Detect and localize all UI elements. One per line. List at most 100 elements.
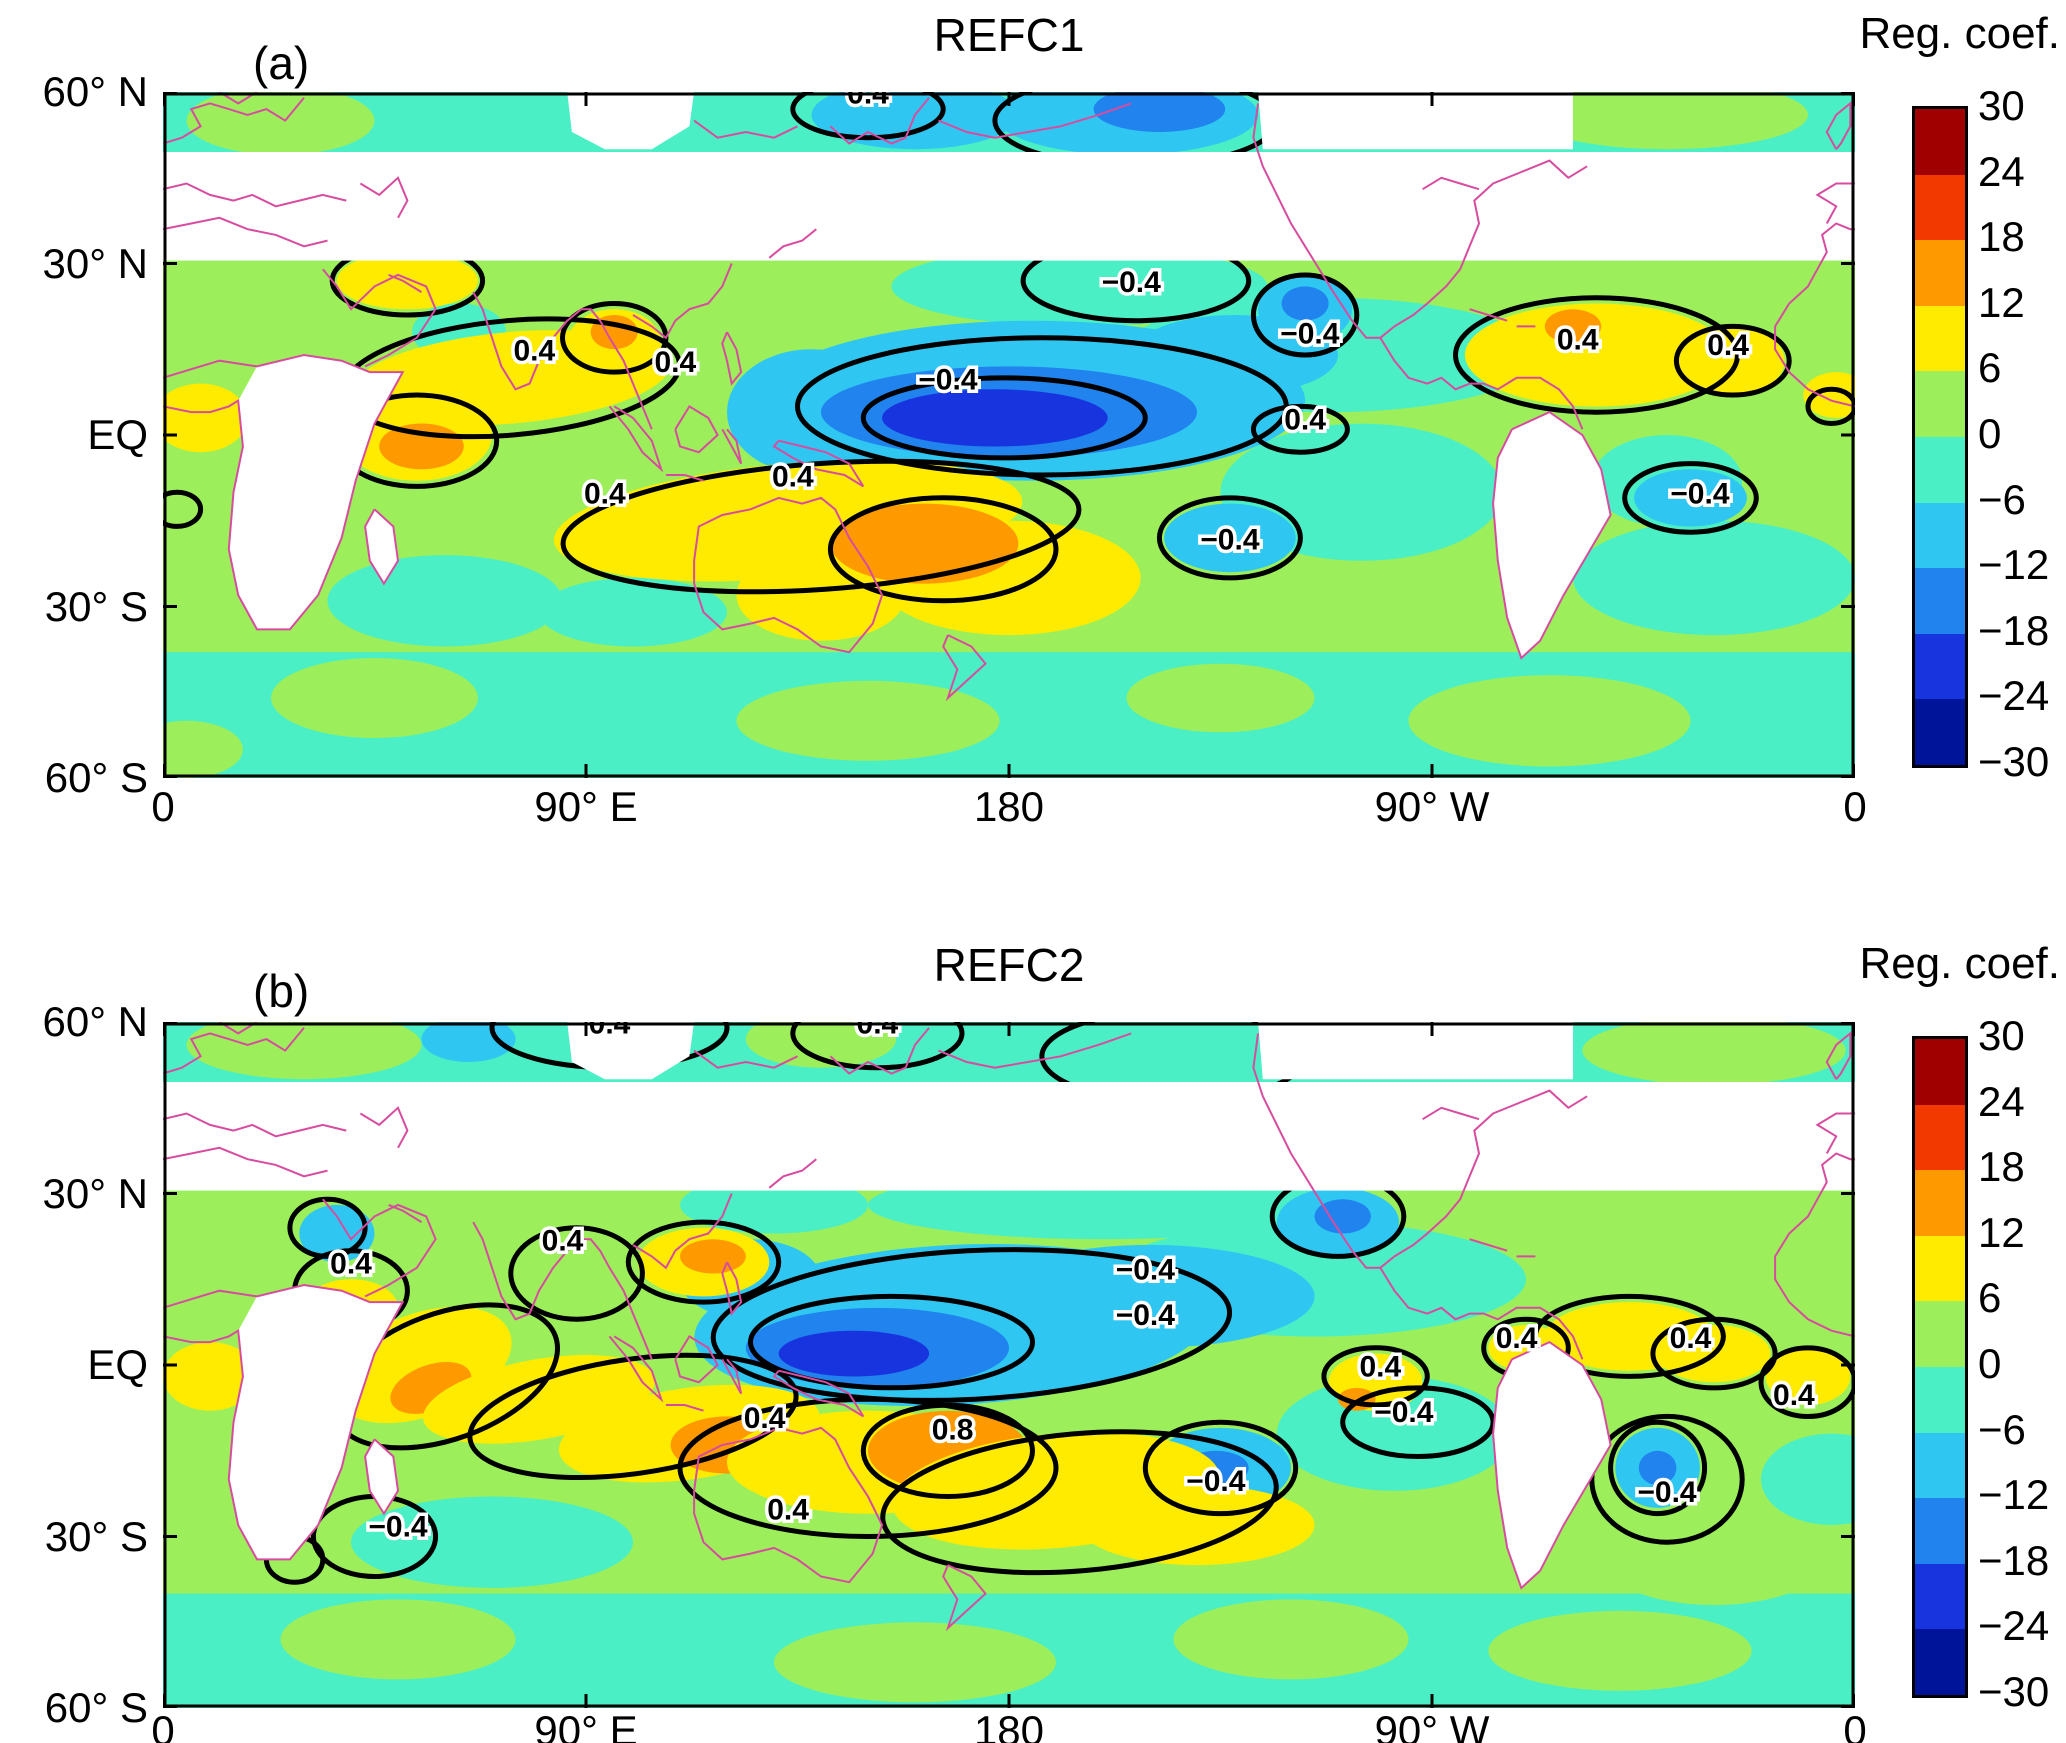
colorbar-segment-2: [1915, 240, 1965, 306]
colorbar-segment-7: [1915, 1498, 1965, 1564]
panel-b-cbtick-1: 24: [1978, 1077, 2025, 1125]
panel-b-label: (b): [253, 965, 310, 1017]
svg-text:−0.4: −0.4: [1374, 1396, 1434, 1429]
panel-b-cbtick-4: 6: [1978, 1274, 2002, 1322]
panel-a-xtick-1: 90° E: [534, 783, 638, 830]
panel-a-colorbar-title: Reg. coef.: [1859, 9, 2060, 58]
svg-text:0.4: 0.4: [767, 1493, 809, 1526]
svg-text:0.4: 0.4: [1707, 329, 1749, 362]
svg-text:0.4: 0.4: [1496, 1322, 1538, 1355]
panel-b-xtick-1: 90° E: [534, 1707, 638, 1743]
svg-text:−0.4: −0.4: [1670, 478, 1730, 511]
colorbar-segment-1: [1915, 174, 1965, 241]
svg-text:−0.4: −0.4: [1280, 318, 1340, 351]
panel-a-cbtick-6: −6: [1978, 475, 2026, 523]
panel-b-ytick-3: 30° S: [44, 1512, 148, 1560]
svg-text:0.4: 0.4: [1359, 1350, 1401, 1383]
panel-a-xtick-0: 0: [151, 783, 175, 830]
svg-text:−0.4: −0.4: [918, 363, 978, 396]
panel-b-ytick-4: 60° S: [44, 1684, 148, 1731]
colorbar-segment-3: [1915, 1235, 1965, 1302]
panel-a-cbtick-5: 0: [1978, 410, 2002, 457]
colorbar-segment-3: [1915, 305, 1965, 372]
svg-text:0.4: 0.4: [330, 1248, 372, 1281]
panel-a-cbtick-9: −24: [1978, 672, 2050, 720]
panel-b-cbtick-6: −6: [1978, 1405, 2026, 1453]
panel-a-cbtick-1: 24: [1978, 147, 2025, 195]
colorbar-segment-4: [1915, 1301, 1965, 1367]
svg-text:−0.4: −0.4: [1116, 1299, 1176, 1332]
panel-a-label: (a): [253, 37, 310, 89]
colorbar-segment-1: [1915, 1104, 1965, 1171]
panel-a-cbtick-8: −18: [1978, 606, 2050, 654]
colorbar-segment-9: [1915, 699, 1965, 765]
panel-b-colorbar: [1912, 1036, 1968, 1698]
panel-b-xtick-4: 0: [1843, 1707, 1867, 1743]
panel-a-ytick-1: 30° N: [42, 239, 148, 287]
panel-b-xtick-2: 180: [973, 1707, 1045, 1743]
panel-b-colorbar-title: Reg. coef.: [1859, 939, 2060, 988]
panel-a-xtick-3: 90° W: [1374, 783, 1490, 830]
panel-a-cbtick-2: 18: [1978, 213, 2025, 261]
panel-b-cbtick-3: 12: [1978, 1208, 2025, 1256]
colorbar-segment-4: [1915, 371, 1965, 437]
panel-b-cbtick-9: −24: [1978, 1602, 2050, 1650]
colorbar-segment-0: [1915, 1039, 1965, 1105]
svg-text:0.4: 0.4: [847, 92, 889, 110]
svg-text:0.4: 0.4: [589, 1022, 631, 1040]
svg-text:−0.4: −0.4: [1637, 1476, 1697, 1509]
svg-text:0.4: 0.4: [772, 460, 814, 493]
panel-a-map: 0.4 −0.4 −0.4 −0.4 0.4 0.4 0.4 0.4 −0.4 0.4 0.4 0.4…: [163, 92, 1855, 778]
panel-a-cbtick-3: 12: [1978, 278, 2025, 326]
panel-a-ytick-3: 30° S: [44, 582, 148, 630]
colorbar-segment-8: [1915, 633, 1965, 700]
colorbar-segment-0: [1915, 109, 1965, 175]
svg-text:0.4: 0.4: [1284, 403, 1326, 436]
panel-b-cbtick-2: 18: [1978, 1143, 2025, 1191]
colorbar-segment-7: [1915, 568, 1965, 634]
panel-a-xtick-2: 180: [973, 783, 1045, 830]
panel-a-cbtick-4: 6: [1978, 344, 2002, 392]
panel-a-cbtick-7: −12: [1978, 541, 2050, 589]
panel-b-xtick-3: 90° W: [1374, 1707, 1490, 1743]
svg-text:0.4: 0.4: [584, 478, 626, 511]
panel-b-cbtick-7: −12: [1978, 1471, 2050, 1519]
svg-text:0.4: 0.4: [542, 1225, 584, 1258]
panel-b-xtick-0: 0: [151, 1707, 175, 1743]
panel-a-cbtick-0: 30: [1978, 82, 2025, 129]
svg-text:0.4: 0.4: [513, 335, 555, 368]
panel-b-ytick-1: 30° N: [42, 1169, 148, 1217]
svg-text:0.4: 0.4: [1773, 1379, 1815, 1412]
svg-text:−0.4: −0.4: [1186, 1465, 1246, 1498]
svg-text:−0.4: −0.4: [1116, 1253, 1176, 1286]
panel-b-ytick-0: 60° N: [42, 998, 148, 1045]
svg-text:−0.4: −0.4: [368, 1511, 428, 1544]
panel-b-cbtick-8: −18: [1978, 1536, 2050, 1584]
panel-a-ytick-4: 60° S: [44, 754, 148, 801]
svg-text:−0.4: −0.4: [1102, 266, 1162, 299]
svg-text:−0.4: −0.4: [1200, 523, 1260, 556]
panel-b-cbtick-0: 30: [1978, 1012, 2025, 1059]
panel-a-xtick-4: 0: [1843, 783, 1867, 830]
colorbar-segment-8: [1915, 1563, 1965, 1630]
panel-b-map: 0.4 0.4 −0.4 −0.4 0.4 0.4 0.4 0.8 0.4 −0.4 0.4 −0.4…: [163, 1022, 1855, 1708]
panel-a-colorbar: [1912, 106, 1968, 768]
panel-a-ytick-2: EQ: [87, 411, 148, 458]
panel-b-cbtick-10: −30: [1978, 1668, 2050, 1715]
colorbar-segment-5: [1915, 1366, 1965, 1433]
panel-a-cbtick-10: −30: [1978, 738, 2050, 785]
panel-b-ytick-2: EQ: [87, 1341, 148, 1388]
svg-text:0.4: 0.4: [857, 1022, 899, 1040]
svg-text:0.4: 0.4: [744, 1402, 786, 1435]
panel-a-title: REFC1: [933, 9, 1085, 61]
svg-text:0.4: 0.4: [654, 346, 696, 379]
panel-b-title: REFC2: [933, 939, 1085, 991]
panel-a-ytick-0: 60° N: [42, 68, 148, 115]
colorbar-segment-6: [1915, 502, 1965, 569]
colorbar-segment-9: [1915, 1629, 1965, 1695]
svg-text:0.4: 0.4: [1557, 323, 1599, 356]
colorbar-segment-2: [1915, 1170, 1965, 1236]
colorbar-segment-5: [1915, 436, 1965, 503]
svg-text:0.8: 0.8: [932, 1413, 974, 1446]
